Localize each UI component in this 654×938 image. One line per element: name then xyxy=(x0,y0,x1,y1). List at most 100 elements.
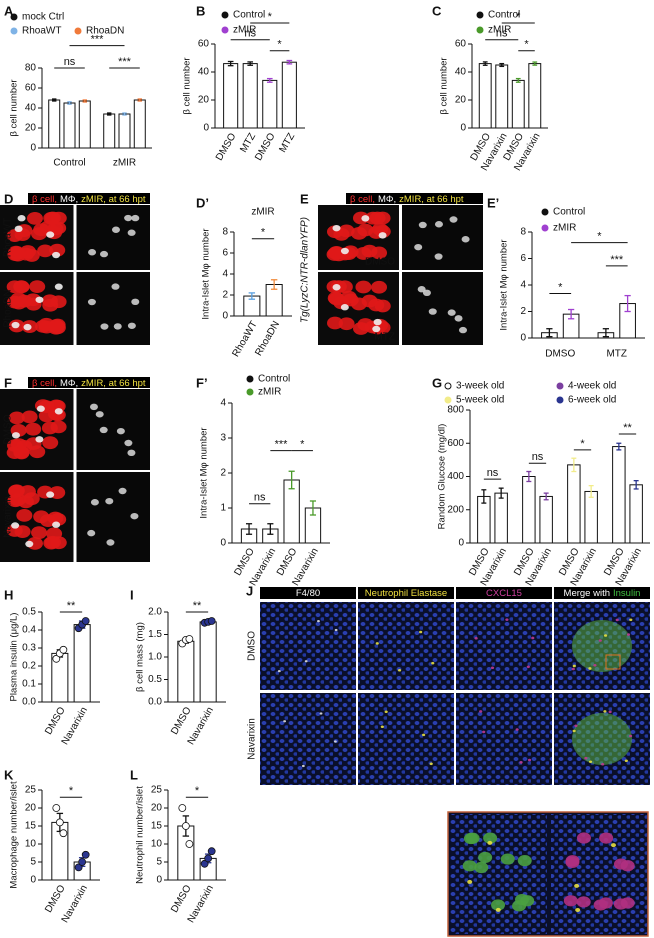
cell xyxy=(90,499,99,506)
cell xyxy=(106,539,115,546)
panel-label: D’ xyxy=(196,195,209,210)
y-tick-label: 2.0 xyxy=(148,607,162,618)
data-point xyxy=(81,850,90,859)
y-tick-label: 60 xyxy=(455,39,467,50)
cell xyxy=(29,280,46,294)
bar xyxy=(629,484,643,544)
image-header-band xyxy=(346,193,483,204)
cell xyxy=(491,899,506,911)
y-tick-label: 40 xyxy=(25,103,37,114)
bar xyxy=(567,464,581,544)
cell xyxy=(414,243,423,251)
panel-label: B xyxy=(196,3,205,18)
cell xyxy=(52,251,61,259)
legend-marker xyxy=(444,396,452,404)
header-part: MΦ, xyxy=(60,194,78,205)
cell xyxy=(419,630,423,634)
cell xyxy=(8,411,25,425)
legend-marker xyxy=(221,11,229,19)
image-tile xyxy=(260,602,356,690)
cell xyxy=(44,211,61,225)
significance-label: *** xyxy=(610,254,624,266)
y-axis-label: Macrophage number/islet xyxy=(9,781,20,889)
bar xyxy=(584,490,598,544)
y-tick-label: 20 xyxy=(198,95,210,106)
cell xyxy=(87,529,96,537)
legend-label: zMIR xyxy=(233,25,256,36)
bar xyxy=(262,79,278,129)
cell xyxy=(127,229,136,236)
legend-label: Control xyxy=(553,207,585,218)
significance-label: ns xyxy=(532,451,544,463)
y-tick-label: 15 xyxy=(25,821,37,832)
legend-label: Control xyxy=(488,10,520,21)
inset-tile xyxy=(450,814,547,934)
cell xyxy=(118,487,127,495)
row-label: RhoaWT xyxy=(3,218,14,257)
cell xyxy=(89,403,98,411)
cell xyxy=(111,283,120,290)
cell xyxy=(599,832,614,844)
bar xyxy=(103,113,116,149)
cell xyxy=(46,231,55,238)
cell xyxy=(482,730,486,734)
cell xyxy=(574,883,580,888)
cell xyxy=(11,522,20,529)
data-point xyxy=(178,804,187,812)
data-point xyxy=(55,818,64,827)
y-tick-label: 1 xyxy=(220,503,226,514)
header-part: zMIR, at 66 hpt xyxy=(399,194,464,205)
cell xyxy=(375,642,379,645)
y-tick-label: 0 xyxy=(30,143,36,154)
legend-label: RhoaDN xyxy=(86,26,124,37)
y-tick-label: 1.0 xyxy=(148,652,162,663)
cell xyxy=(340,304,349,311)
significance-label: * xyxy=(524,39,529,51)
y-tick-label: 600 xyxy=(447,438,464,449)
image-tile xyxy=(76,205,150,270)
x-tick-label: MTZ xyxy=(277,131,297,154)
cell xyxy=(319,712,323,715)
panel-label: F’ xyxy=(196,375,208,390)
y-tick-label: 2 xyxy=(220,468,226,479)
legend-marker xyxy=(541,224,549,232)
cell xyxy=(327,291,344,305)
cell xyxy=(25,422,42,436)
cell xyxy=(576,896,591,908)
cell xyxy=(397,668,402,672)
y-tick-label: 60 xyxy=(25,83,37,94)
cell xyxy=(372,222,389,236)
y-tick-label: 25 xyxy=(151,785,163,796)
cell xyxy=(629,618,633,622)
y-axis-label: β cell number xyxy=(182,57,193,114)
cell xyxy=(124,439,133,447)
data-point xyxy=(52,804,61,812)
legend-marker xyxy=(74,27,82,35)
cell xyxy=(598,639,602,642)
image-header: β cell, MΦ, zMIR, at 66 hpt xyxy=(32,194,146,205)
y-axis-label: Intra-Islet Mφ number xyxy=(199,427,210,518)
row-label: DMSO xyxy=(365,257,395,268)
cell xyxy=(490,666,495,670)
cell xyxy=(16,294,33,308)
y-tick-label: 800 xyxy=(447,405,464,416)
cell xyxy=(338,317,355,331)
y-tick-label: 5 xyxy=(156,857,162,868)
y-tick-label: 0 xyxy=(203,123,209,134)
cell xyxy=(50,295,67,309)
bar xyxy=(63,102,76,149)
cell xyxy=(304,660,308,663)
cell xyxy=(6,524,23,537)
y-tick-label: 0 xyxy=(156,875,162,886)
y-tick-label: 200 xyxy=(447,504,464,515)
image-header: Merge with Insulin xyxy=(564,588,641,599)
y-tick-label: 8 xyxy=(222,227,228,238)
significance-label: *** xyxy=(118,56,132,68)
cell xyxy=(626,633,631,636)
cell xyxy=(113,323,122,330)
significance-label: ns xyxy=(487,467,499,479)
y-tick-label: 2 xyxy=(222,290,228,301)
cell xyxy=(351,226,368,240)
image-tile xyxy=(260,693,356,785)
cell xyxy=(467,879,473,884)
